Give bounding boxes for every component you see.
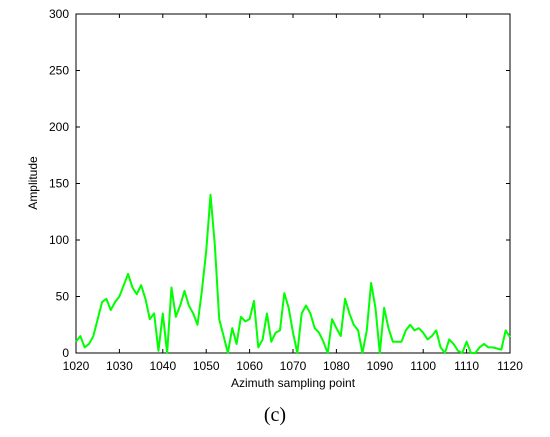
figure-caption: (c) bbox=[263, 404, 287, 426]
y-axis-ticks: 0 50 100 150 200 250 300 bbox=[49, 7, 510, 360]
x-tick-label: 1100 bbox=[410, 359, 436, 373]
x-axis-ticks: 1020 1030 1040 1050 1060 1070 1080 1090 1100 1110… bbox=[63, 14, 523, 373]
series-line-0 bbox=[75, 193, 511, 354]
x-tick-label: 1080 bbox=[323, 359, 350, 373]
y-tick-label: 0 bbox=[62, 346, 69, 360]
y-tick-label: 50 bbox=[56, 290, 70, 304]
x-tick-label: 1040 bbox=[149, 359, 176, 373]
series-layer bbox=[75, 193, 511, 354]
x-tick-label: 1020 bbox=[63, 359, 90, 373]
x-tick-label: 1110 bbox=[454, 359, 479, 373]
x-tick-label: 1070 bbox=[280, 359, 307, 373]
line-chart: 1020 1030 1040 1050 1060 1070 1080 1090 1100 1110… bbox=[26, 7, 523, 390]
y-axis-label: Amplitude bbox=[26, 156, 40, 210]
x-tick-label: 1030 bbox=[106, 359, 133, 373]
x-tick-label: 1090 bbox=[366, 359, 393, 373]
x-axis-label: Azimuth sampling point bbox=[231, 376, 356, 390]
plot-area bbox=[75, 13, 511, 354]
y-tick-label: 200 bbox=[49, 120, 69, 134]
y-tick-label: 150 bbox=[49, 177, 69, 191]
y-tick-label: 100 bbox=[49, 233, 69, 247]
y-tick-label: 300 bbox=[49, 7, 69, 21]
x-tick-label: 1120 bbox=[497, 359, 523, 373]
y-tick-label: 250 bbox=[49, 64, 69, 78]
x-tick-label: 1050 bbox=[193, 359, 220, 373]
x-tick-label: 1060 bbox=[236, 359, 263, 373]
